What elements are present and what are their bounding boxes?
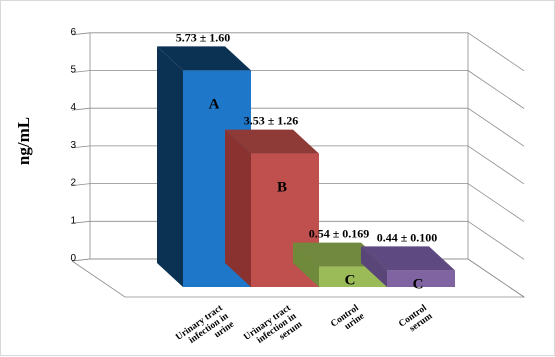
floor-outline bbox=[71, 258, 526, 298]
bar-layer bbox=[157, 46, 455, 287]
group-letter: C bbox=[413, 276, 424, 292]
axis-layer: 0 1 2 3 4 5 6 bbox=[70, 27, 76, 264]
bar-top-face bbox=[361, 246, 455, 271]
group-letter: A bbox=[209, 96, 220, 112]
side-wall-gridline bbox=[467, 183, 525, 222]
left-wall-tick bbox=[71, 70, 91, 73]
data-label: 0.54 ± 0.169 bbox=[309, 227, 370, 241]
y-tick-label: 4 bbox=[70, 102, 76, 113]
y-tick-label: 6 bbox=[70, 27, 76, 38]
bar-top-face bbox=[225, 129, 319, 154]
left-wall-tick bbox=[71, 145, 91, 149]
bar-side-face bbox=[293, 242, 319, 287]
side-wall-gridline bbox=[467, 32, 525, 72]
data-label: 0.44 ± 0.100 bbox=[377, 230, 438, 244]
bar-side-face bbox=[157, 46, 183, 287]
y-tick-label: 0 bbox=[70, 253, 76, 264]
group-letter: C bbox=[345, 273, 356, 289]
bar-top-face bbox=[157, 46, 251, 71]
bar-side-face bbox=[225, 129, 251, 287]
grid-layer bbox=[71, 32, 526, 298]
left-wall-tick bbox=[71, 183, 91, 186]
bar-front-face bbox=[319, 266, 387, 287]
group-letter: B bbox=[277, 180, 287, 196]
y-tick-label: 1 bbox=[70, 215, 76, 226]
side-wall-gridline bbox=[467, 70, 525, 109]
left-wall-tick bbox=[71, 220, 91, 224]
y-axis-label: ng/mL bbox=[14, 117, 33, 165]
data-label: 3.53 ± 1.26 bbox=[244, 114, 299, 128]
y-tick-label: 2 bbox=[70, 178, 76, 189]
side-wall-gridline bbox=[467, 220, 525, 260]
y-tick-label: 3 bbox=[70, 140, 76, 151]
side-wall-gridline bbox=[467, 107, 525, 147]
bar-front-face bbox=[387, 270, 455, 287]
bar-side-face bbox=[361, 246, 387, 287]
left-wall-tick bbox=[71, 107, 91, 111]
side-wall-gridline bbox=[467, 145, 525, 185]
left-wall-tick bbox=[71, 32, 91, 36]
data-label: 5.73 ± 1.60 bbox=[176, 30, 231, 44]
y-tick-label: 5 bbox=[70, 65, 76, 76]
